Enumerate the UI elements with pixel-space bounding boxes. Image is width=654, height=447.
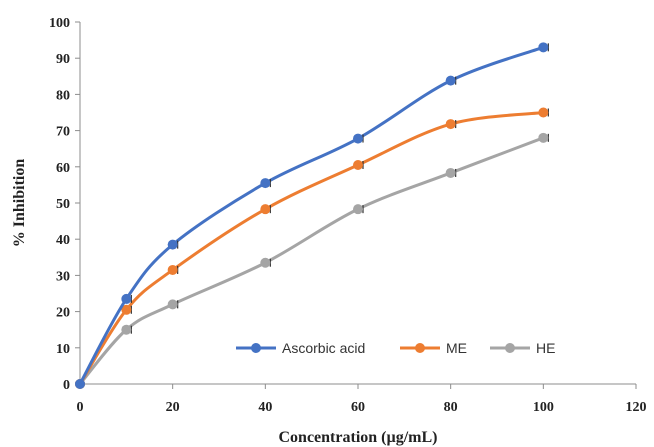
y-tick-label: 100 <box>49 16 70 31</box>
legend: Ascorbic acid ME HE <box>236 340 555 356</box>
y-tick-label: 40 <box>56 233 70 248</box>
data-point-ascorbic-acid <box>260 178 271 189</box>
data-point-ascorbic-acid <box>167 239 178 250</box>
data-point-ascorbic-acid <box>445 75 456 86</box>
y-tick-label: 50 <box>56 197 70 212</box>
legend-label-ascorbic-acid: Ascorbic acid <box>282 340 365 356</box>
data-point-me <box>538 107 549 118</box>
legend-item-he: HE <box>490 340 555 356</box>
legend-marker-me <box>415 343 425 353</box>
y-tick-label: 20 <box>56 306 70 321</box>
data-point-me <box>167 264 178 275</box>
y-tick-label: 80 <box>56 88 70 103</box>
data-point-ascorbic-acid <box>353 133 363 144</box>
tick-labels: 0 10 20 30 40 50 60 70 80 90 100 0 20 40 60 80 100 120 <box>49 16 647 415</box>
data-point-he <box>167 299 178 310</box>
legend-marker-he <box>505 343 515 353</box>
y-tick-label: 90 <box>56 52 70 67</box>
x-axis-title: Concentration (µg/mL) <box>279 429 438 446</box>
series-ascorbic-acid <box>75 42 549 389</box>
data-point-he <box>260 257 271 268</box>
y-tick-label: 30 <box>56 269 70 284</box>
x-tick-label: 20 <box>166 400 180 415</box>
data-point-me <box>353 159 363 170</box>
x-tick-label: 80 <box>444 400 458 415</box>
data-point-me <box>260 204 271 215</box>
y-tick-label: 60 <box>56 161 70 176</box>
data-point-he <box>353 204 363 215</box>
legend-label-me: ME <box>446 340 467 356</box>
data-point-ascorbic-acid <box>121 293 132 304</box>
x-tick-label: 60 <box>351 400 365 415</box>
x-tick-label: 40 <box>258 400 272 415</box>
legend-item-ascorbic-acid: Ascorbic acid <box>236 340 365 356</box>
data-point-he <box>121 324 132 335</box>
legend-item-me: ME <box>400 340 467 356</box>
data-point-he <box>538 132 549 143</box>
legend-label-he: HE <box>536 340 555 356</box>
data-point-he <box>445 167 456 178</box>
data-point-ascorbic-acid <box>538 42 549 53</box>
y-tick-label: 70 <box>56 125 70 140</box>
series-line-ascorbic-acid <box>78 45 544 385</box>
x-tick-label: 100 <box>533 400 554 415</box>
data-point-me <box>445 119 456 130</box>
y-tick-label: 10 <box>56 342 70 357</box>
legend-marker-ascorbic-acid <box>251 343 261 353</box>
y-tick-label: 0 <box>63 378 70 393</box>
y-axis-title: % Inhibition <box>11 159 28 248</box>
data-point-me <box>121 304 132 315</box>
x-tick-label: 0 <box>77 400 84 415</box>
data-point-ascorbic-acid <box>75 379 85 389</box>
series-lines <box>75 42 549 389</box>
x-tick-label: 120 <box>626 400 647 415</box>
